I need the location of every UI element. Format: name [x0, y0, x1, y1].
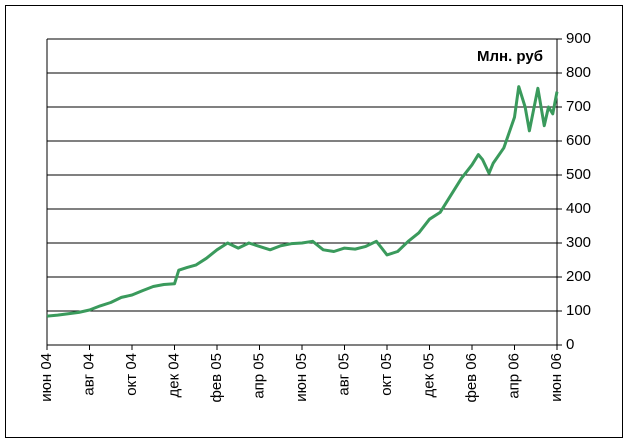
- x-tick-label: июн 04: [38, 353, 55, 402]
- y-tick-label: 900: [566, 30, 591, 47]
- y-tick-label: 100: [566, 302, 591, 319]
- x-tick-label: авг 04: [80, 353, 97, 396]
- x-tick-label: окт 04: [123, 353, 140, 396]
- y-tick-label: 600: [566, 132, 591, 149]
- x-tick-label: дек 04: [165, 353, 182, 398]
- y-tick-label: 0: [566, 336, 574, 353]
- chart-border: [5, 5, 623, 438]
- x-tick-label: июн 05: [293, 353, 310, 402]
- x-tick-label: авг 05: [335, 353, 352, 396]
- y-tick-label: 800: [566, 64, 591, 81]
- y-tick-label: 400: [566, 200, 591, 217]
- y-tick-label: 300: [566, 234, 591, 251]
- y-tick-label: 500: [566, 166, 591, 183]
- y-tick-label: 700: [566, 98, 591, 115]
- x-tick-label: окт 05: [378, 353, 395, 396]
- annotation: Млн. руб: [477, 48, 543, 65]
- line-series: [46, 85, 559, 318]
- x-tick-label: апр 06: [505, 353, 522, 399]
- x-tick-label: апр 05: [250, 353, 267, 399]
- x-tick-label: фев 06: [463, 353, 480, 403]
- x-tick-label: дек 05: [420, 353, 437, 398]
- x-tick-label: фев 05: [208, 353, 225, 403]
- x-tick-label: июн 06: [548, 353, 565, 402]
- y-tick-label: 200: [566, 268, 591, 285]
